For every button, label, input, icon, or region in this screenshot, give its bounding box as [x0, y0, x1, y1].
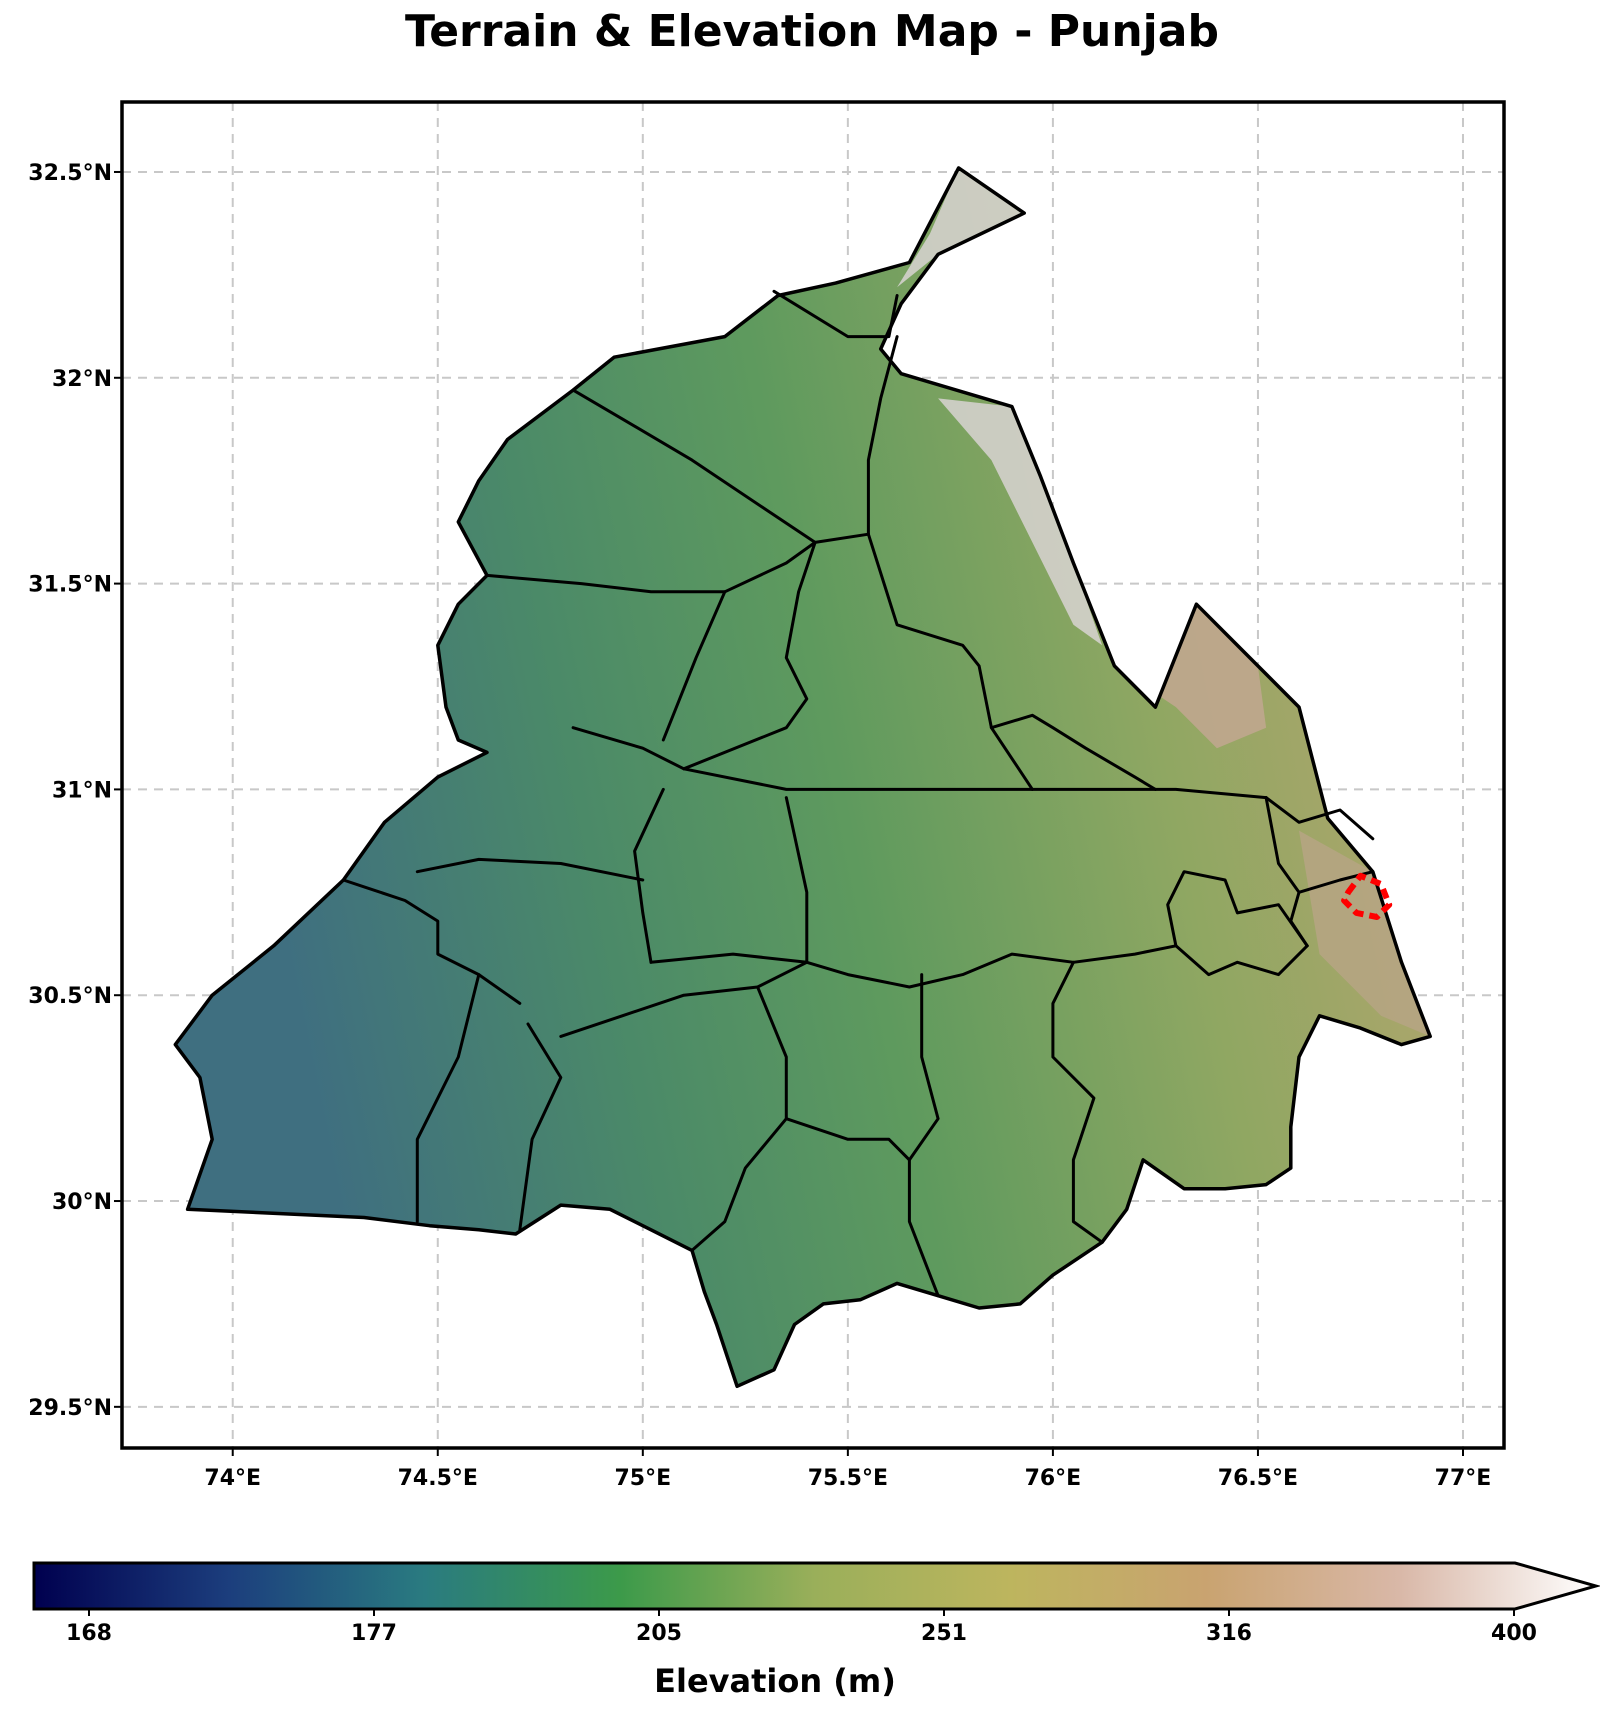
x-tick-label-2: 75°E [614, 1466, 671, 1491]
district-boundary-1 [571, 388, 870, 544]
district-boundary-15 [559, 960, 809, 1038]
district-boundary-13 [518, 1022, 563, 1232]
map-title: Terrain & Elevation Map - Punjab [405, 6, 1219, 57]
district-boundary-18 [784, 1117, 940, 1298]
x-tick-label-6: 77°E [1435, 1466, 1492, 1491]
colorbar-ticks: 168 177 205 251 316 400 [66, 1609, 1537, 1646]
colorbar-tick-label-3: 251 [921, 1621, 967, 1646]
colorbar-tick-label-2: 205 [636, 1621, 682, 1646]
x-tick-label-3: 75.5°E [808, 1466, 888, 1491]
district-boundary-5 [682, 540, 817, 771]
district-boundary-12 [633, 787, 665, 964]
district-boundary-22 [1166, 870, 1309, 948]
x-tick-label-0: 74°E [204, 1466, 261, 1491]
x-tick-label-1: 74.5°E [398, 1466, 478, 1491]
high-elevation-zone-2 [1114, 604, 1267, 749]
district-boundary-17 [805, 944, 1178, 989]
terrain-base [175, 167, 1431, 1387]
district-boundary-10 [415, 973, 481, 1224]
latitude-ticks: 29.5°N 30°N 30.5°N 31°N 31.5°N 32°N 32.5°N [28, 161, 122, 1421]
high-elevation-zone-0 [897, 167, 1025, 288]
x-tick-label-4: 76°E [1025, 1466, 1082, 1491]
colorbar: 168 177 205 251 316 400 Elevation (m) [32, 1561, 1600, 1700]
district-boundary-6 [866, 532, 1157, 791]
y-tick-label-1: 30°N [52, 1190, 112, 1215]
y-tick-label-3: 31°N [52, 778, 112, 803]
colorbar-tick-label-5: 400 [1491, 1621, 1537, 1646]
district-boundary-19 [907, 973, 940, 1162]
colorbar-label: Elevation (m) [654, 1662, 896, 1700]
district-boundary-9 [341, 878, 522, 1005]
highlighted-region [1341, 872, 1393, 920]
state-outline [173, 166, 1432, 1389]
district-boundary-0 [772, 289, 899, 339]
district-boundary-3 [485, 540, 817, 594]
y-tick-label-0: 29.5°N [28, 1396, 112, 1421]
district-boundary-8 [989, 726, 1034, 791]
x-tick-label-5: 76.5°E [1218, 1466, 1298, 1491]
district-boundary-4 [661, 590, 727, 742]
y-tick-label-2: 30.5°N [28, 984, 112, 1009]
y-tick-label-5: 32°N [52, 367, 112, 392]
district-boundaries [341, 289, 1375, 1298]
y-tick-label-4: 31.5°N [28, 573, 112, 598]
district-boundary-20 [1051, 960, 1104, 1244]
longitude-ticks: 74°E 74.5°E 75°E 75.5°E 76°E 76.5°E 77°E [204, 1448, 1491, 1491]
colorbar-tick-label-0: 168 [66, 1621, 112, 1646]
colorbar-tick-label-1: 177 [351, 1621, 397, 1646]
colorbar-gradient [32, 1561, 1600, 1611]
y-tick-label-6: 32.5°N [28, 161, 112, 186]
map-frame [120, 100, 1506, 1450]
district-boundary-11 [415, 857, 645, 882]
colorbar-tick-label-4: 316 [1206, 1621, 1252, 1646]
district-boundary-2 [866, 335, 899, 536]
district-boundary-16 [690, 985, 788, 1252]
high-elevation-zone-1 [938, 398, 1103, 646]
terrain-fill [175, 167, 1431, 1387]
district-boundary-7 [571, 726, 1268, 800]
district-boundary-24 [1264, 796, 1375, 841]
district-boundary-21 [1174, 944, 1309, 977]
